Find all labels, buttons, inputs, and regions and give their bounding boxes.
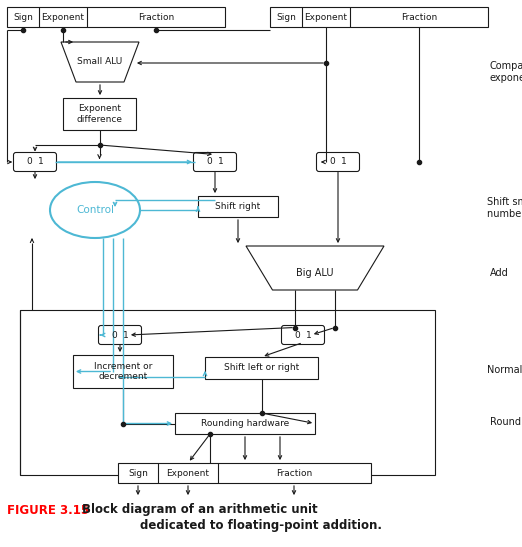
Bar bbox=[7, 7, 225, 27]
Bar bbox=[205, 357, 318, 379]
Text: dedicated to floating-point addition.: dedicated to floating-point addition. bbox=[140, 520, 382, 532]
Text: Shift smaller
number right: Shift smaller number right bbox=[487, 197, 522, 219]
FancyBboxPatch shape bbox=[14, 153, 56, 172]
Text: 0: 0 bbox=[329, 158, 335, 166]
Text: Fraction: Fraction bbox=[138, 13, 174, 21]
Text: Increment or
decrement: Increment or decrement bbox=[94, 362, 152, 381]
Text: Exponent
difference: Exponent difference bbox=[77, 104, 123, 124]
Text: Fraction: Fraction bbox=[276, 468, 312, 478]
Text: 0: 0 bbox=[294, 330, 300, 340]
FancyBboxPatch shape bbox=[281, 325, 325, 345]
Text: Exponent: Exponent bbox=[304, 13, 348, 21]
Bar bbox=[118, 463, 371, 483]
FancyBboxPatch shape bbox=[316, 153, 360, 172]
Text: 0: 0 bbox=[111, 330, 117, 340]
Polygon shape bbox=[246, 246, 384, 290]
Text: Small ALU: Small ALU bbox=[77, 57, 123, 67]
Text: 1: 1 bbox=[306, 330, 312, 340]
Text: Exponent: Exponent bbox=[167, 468, 209, 478]
Bar bbox=[270, 7, 488, 27]
Text: Block diagram of an arithmetic unit: Block diagram of an arithmetic unit bbox=[82, 503, 317, 516]
Text: 1: 1 bbox=[38, 158, 44, 166]
Bar bbox=[63, 98, 136, 130]
Text: 1: 1 bbox=[218, 158, 224, 166]
Ellipse shape bbox=[50, 182, 140, 238]
Text: Sign: Sign bbox=[128, 468, 148, 478]
Text: Fraction: Fraction bbox=[401, 13, 437, 21]
Text: Exponent: Exponent bbox=[42, 13, 85, 21]
Text: 1: 1 bbox=[123, 330, 129, 340]
Bar bbox=[20, 310, 435, 475]
Text: Shift left or right: Shift left or right bbox=[224, 364, 299, 373]
Polygon shape bbox=[61, 42, 139, 82]
Text: Round: Round bbox=[490, 417, 521, 427]
Text: Sign: Sign bbox=[276, 13, 296, 21]
Text: Shift right: Shift right bbox=[216, 202, 260, 211]
Text: 0: 0 bbox=[206, 158, 212, 166]
Text: 0: 0 bbox=[26, 158, 32, 166]
Text: Control: Control bbox=[76, 205, 114, 215]
Text: 1: 1 bbox=[341, 158, 347, 166]
Text: Compare
exponents: Compare exponents bbox=[490, 61, 522, 83]
Text: FIGURE 3.15: FIGURE 3.15 bbox=[7, 503, 89, 516]
FancyBboxPatch shape bbox=[194, 153, 236, 172]
Bar bbox=[198, 196, 278, 217]
Text: Big ALU: Big ALU bbox=[296, 268, 334, 278]
Text: Rounding hardware: Rounding hardware bbox=[201, 419, 289, 428]
Bar bbox=[73, 355, 173, 388]
Bar bbox=[175, 413, 315, 434]
Text: Normalize: Normalize bbox=[487, 365, 522, 375]
FancyBboxPatch shape bbox=[99, 325, 141, 345]
Text: Sign: Sign bbox=[13, 13, 33, 21]
Text: Add: Add bbox=[490, 268, 509, 278]
